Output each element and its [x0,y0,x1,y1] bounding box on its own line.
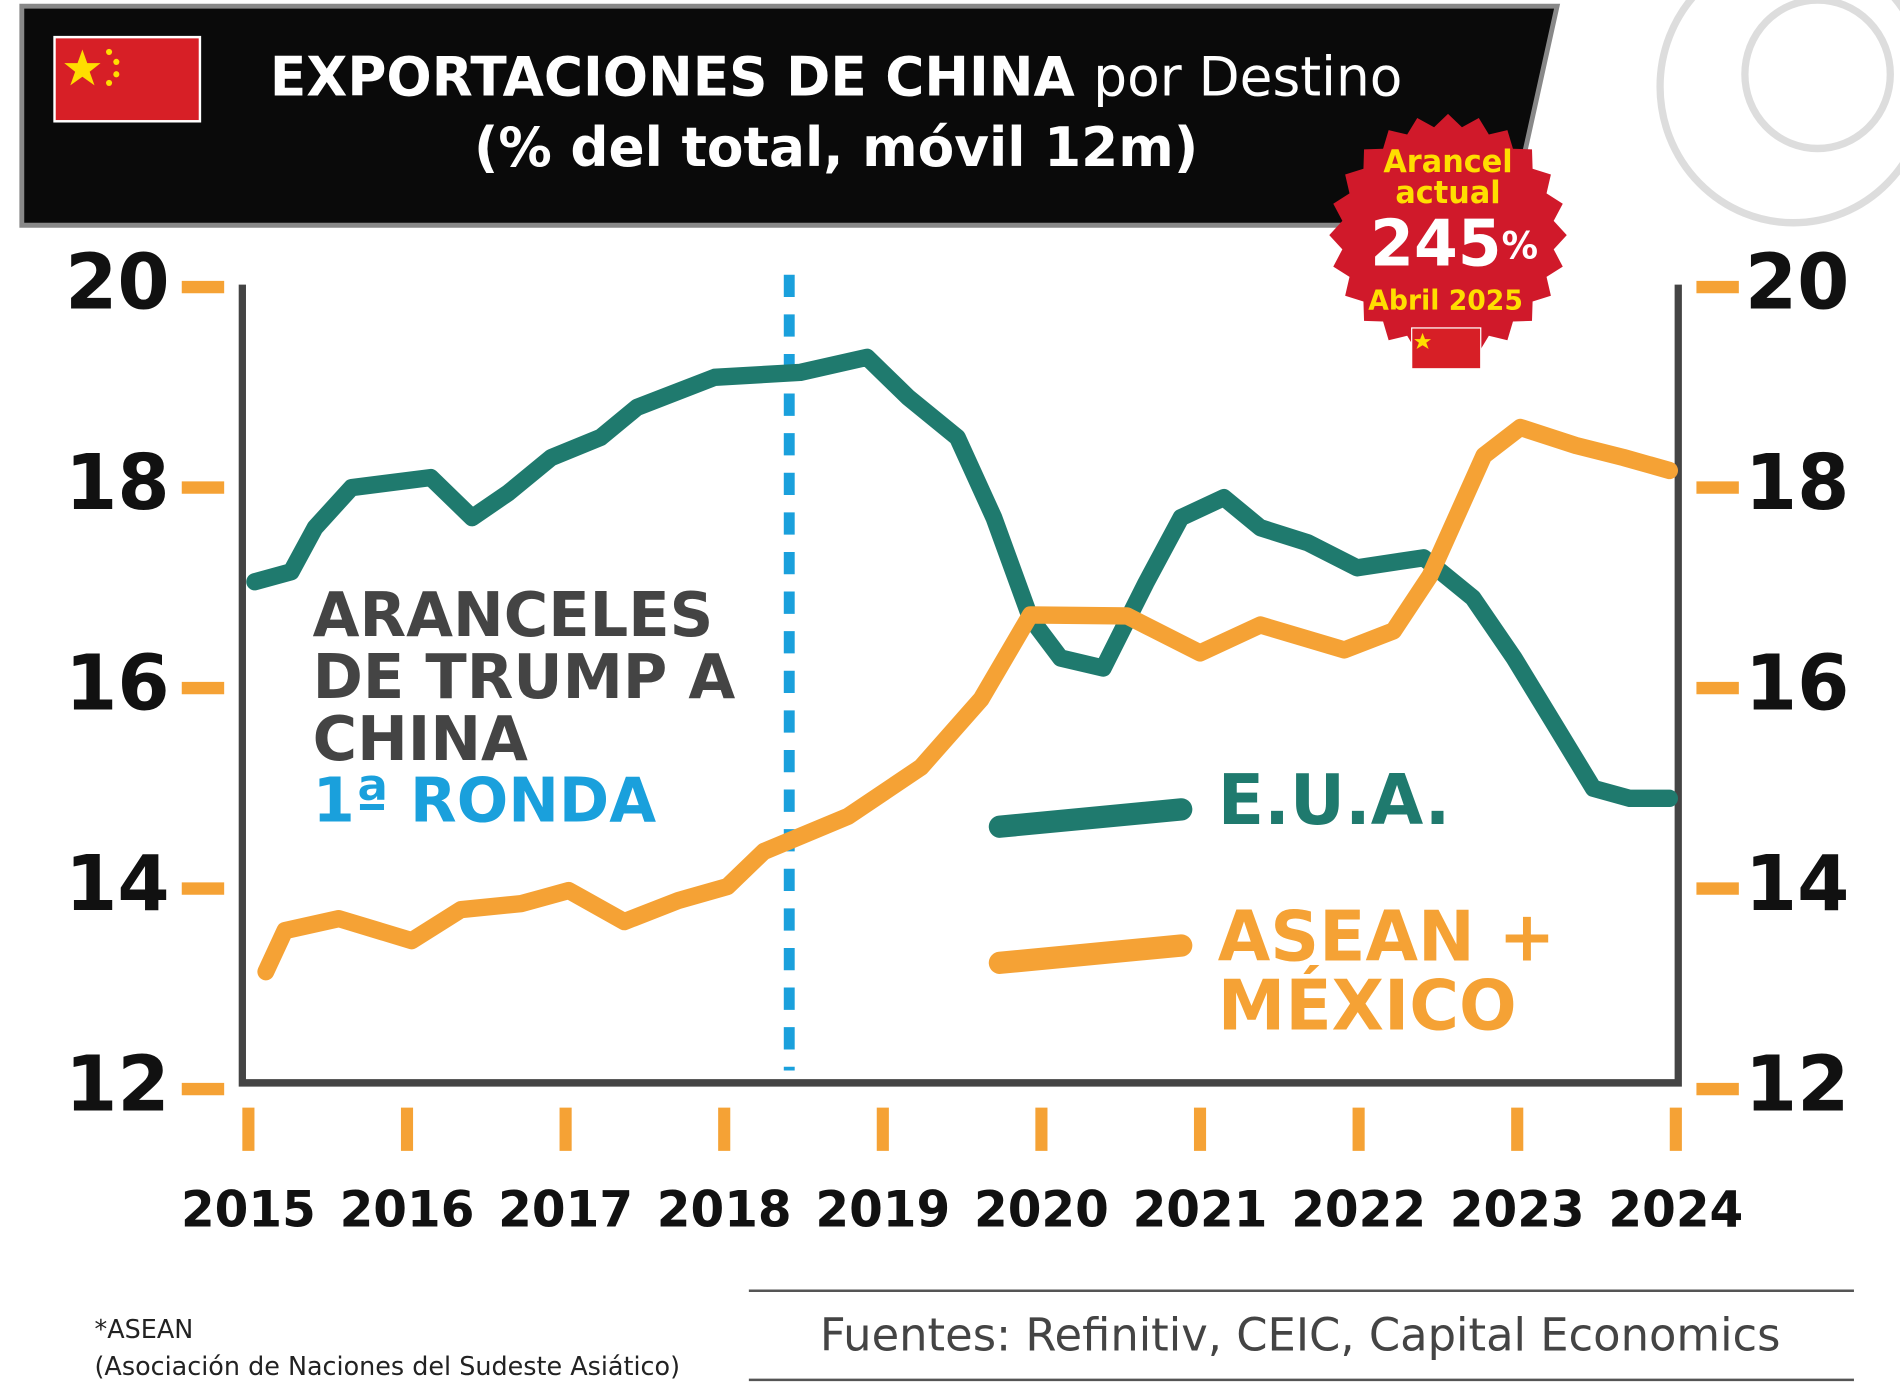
legend-label-box: E.U.A. [1217,767,1451,842]
x-tick-label: 2019 [815,1181,950,1239]
footnote: (Asociación de Naciones del Sudeste Asiá… [95,1352,680,1382]
badge-value: 245% [1370,207,1538,282]
badge-label: Arancel actual [1383,146,1513,211]
badge: Arancel actual 245% Abril 2025 [1329,113,1567,370]
badge-date: Abril 2025 [1368,285,1523,316]
x-tick-label: 2024 [1608,1181,1743,1239]
y2-tick-label: 16 [1745,639,1850,728]
x-tick-label: 2021 [1133,1181,1268,1239]
legend-label: ASEAN + MÉXICO [1217,903,1556,1047]
title-suffix: por Destino [1093,45,1402,109]
x-tick-label: 2017 [498,1181,633,1239]
badge-label-box: Arancel actual [1383,146,1513,211]
y-tick-label: 20 [65,238,170,327]
series-line [257,418,1679,981]
x-tick-label: 2015 [181,1181,316,1239]
series-line [246,348,1679,808]
y2-tick-label: 12 [1745,1040,1850,1129]
annotation-text: ARANCELES DE TRUMP A CHINA [312,584,736,775]
flag [53,35,202,123]
badge-number: 245 [1370,207,1502,282]
y-tick-label: 12 [65,1040,170,1129]
badge-burst [1329,113,1567,357]
badge-flag-star [1414,332,1432,349]
decoration [1656,0,1900,227]
y2-tick-label: 14 [1745,839,1850,928]
x-tick-label: 2016 [340,1181,475,1239]
plot: 12 14 16 18 20 12 14 16 18 20 2015 2016 2017 2018 2019… [65,238,1849,1239]
annotation-box: ARANCELES DE TRUMP A CHINA 1ª RONDA [312,584,736,837]
y-tick-label: 14 [65,839,170,928]
y-tick-label: 16 [65,639,170,728]
x-tick-label: 2018 [657,1181,792,1239]
annotation-highlight: 1ª RONDA [312,764,657,837]
title: EXPORTACIONES DE CHINA por Destino [270,45,1403,109]
legend-swatch [988,934,1193,974]
badge-flag [1411,327,1482,370]
y2-tick-label: 20 [1745,238,1850,327]
legend-label: E.U.A. [1217,767,1451,842]
title-main: EXPORTACIONES DE CHINA [270,45,1075,109]
x-tick-label: 2023 [1450,1181,1585,1239]
y2-tick-label: 18 [1745,438,1850,527]
footnote: *ASEAN [95,1315,194,1345]
legend-swatch [988,798,1193,838]
legend-label-box: ASEAN + MÉXICO [1217,903,1556,1047]
subtitle: (% del total, móvil 12m) [474,115,1198,179]
x-tick-label: 2020 [974,1181,1109,1239]
badge-unit: % [1502,224,1538,267]
x-tick-label: 2022 [1291,1181,1426,1239]
y-tick-label: 18 [65,438,170,527]
axes [238,284,1682,1087]
source: Fuentes: Refinitiv, CEIC, Capital Econom… [820,1308,1781,1362]
